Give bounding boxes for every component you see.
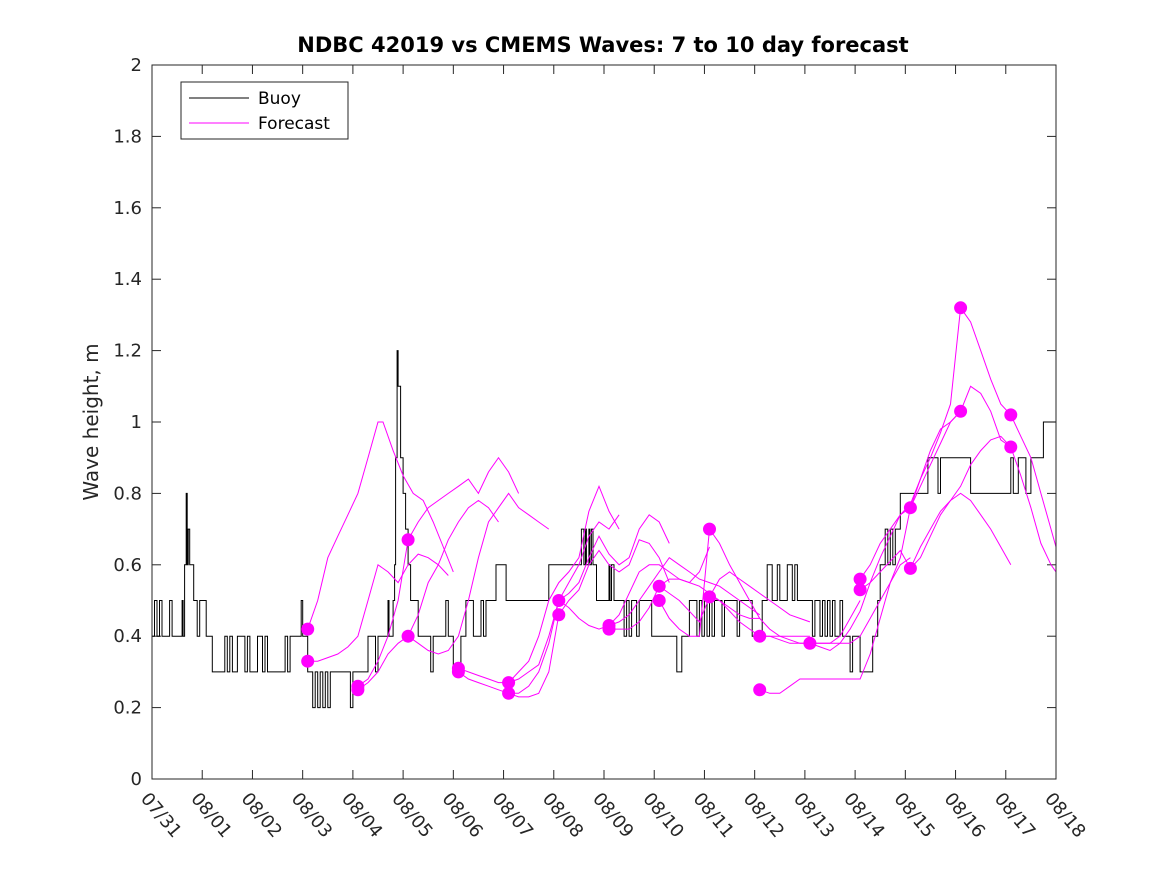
x-tick-label: 08/18 (1040, 789, 1089, 842)
y-tick-label: 1.6 (113, 198, 142, 219)
forecast-line-16 (759, 557, 911, 694)
legend-forecast-label: Forecast (258, 114, 330, 134)
x-tick-labels: 07/31 08/01 08/02 08/03 08/04 08/05 08/06 08/07… (136, 789, 1089, 842)
forecast-init-marker (451, 665, 465, 679)
x-tick-label: 08/17 (990, 789, 1039, 842)
forecast-markers (301, 301, 1018, 700)
forecast-init-marker (954, 404, 968, 418)
chart-title: NDBC 42019 vs CMEMS Waves: 7 to 10 day f… (297, 33, 908, 57)
forecast-init-marker (1004, 440, 1018, 454)
forecast-init-marker (903, 561, 917, 575)
forecast-line-1 (307, 553, 449, 662)
forecast-line-3 (357, 499, 499, 691)
forecast-init-marker (502, 686, 516, 700)
forecast-line-0 (307, 421, 454, 630)
x-tick-label: 08/04 (337, 789, 386, 842)
x-tick-label: 08/03 (287, 789, 336, 842)
x-tick-label: 08/01 (186, 789, 235, 842)
forecast-init-marker (351, 683, 365, 697)
legend-buoy-label: Buoy (258, 89, 301, 109)
data-series (152, 306, 1057, 709)
y-tick-label: 2 (131, 55, 142, 76)
forecast-init-marker (853, 572, 867, 586)
axis-ticks (151, 64, 1057, 780)
legend-box (180, 81, 349, 140)
forecast-line-15 (759, 507, 911, 652)
forecast-line-8 (508, 539, 670, 698)
forecast-init-marker (753, 629, 767, 643)
forecast-line-13 (658, 527, 810, 637)
forecast-init-marker (954, 301, 968, 315)
forecast-init-marker (753, 683, 767, 697)
forecast-line-19 (859, 492, 1012, 591)
forecast-init-marker (301, 622, 315, 636)
forecast-init-marker (1004, 408, 1018, 422)
y-tick-label: 1.8 (113, 126, 142, 147)
x-tick-label: 07/31 (136, 789, 185, 842)
forecast-line-18 (859, 385, 1012, 580)
forecast-init-marker (301, 654, 315, 668)
x-tick-label: 08/13 (789, 789, 838, 842)
forecast-init-marker (652, 594, 666, 607)
forecast-line-20 (909, 306, 1057, 548)
legend: Buoy Forecast (180, 81, 349, 140)
x-tick-label: 08/10 (638, 789, 687, 842)
forecast-line-12 (658, 571, 811, 623)
forecast-line-11 (609, 578, 760, 630)
y-tick-label: 0.2 (113, 698, 142, 719)
x-tick-label: 08/08 (538, 789, 587, 842)
y-tick-label: 1.2 (113, 341, 142, 362)
x-tick-label: 08/09 (588, 789, 637, 842)
forecast-line-21 (910, 435, 1057, 573)
forecast-init-marker (401, 533, 415, 547)
y-tick-label: 0 (131, 769, 142, 790)
y-tick-label: 0.4 (113, 626, 142, 647)
y-tick-label: 0.8 (113, 483, 142, 504)
forecast-init-marker (652, 579, 666, 593)
forecast-line-10 (608, 557, 760, 626)
forecast-init-marker (703, 522, 716, 536)
forecast-init-marker (602, 622, 616, 636)
forecast-line-2 (357, 456, 520, 687)
y-axis-label: Wave height, m (79, 343, 103, 500)
forecast-init-marker (803, 636, 817, 650)
x-tick-label: 08/12 (739, 789, 788, 842)
y-tick-label: 0.6 (113, 555, 142, 576)
forecast-init-marker (401, 629, 415, 643)
x-tick-label: 08/02 (237, 789, 286, 842)
forecast-init-marker (903, 501, 917, 515)
y-tick-label: 1 (131, 412, 142, 433)
y-tick-labels: 0 0.2 0.4 0.6 0.8 1 1.2 1.4 1.6 1.8 2 (113, 55, 142, 790)
x-tick-label: 08/15 (890, 789, 939, 842)
forecast-line-5 (458, 484, 620, 684)
forecast-init-marker (703, 590, 716, 604)
x-tick-label: 08/14 (839, 789, 888, 842)
forecast-line-17 (809, 410, 961, 644)
x-tick-label: 08/07 (488, 789, 537, 842)
forecast-line-14 (709, 596, 861, 644)
x-tick-label: 08/11 (689, 789, 738, 842)
forecast-init-marker (552, 594, 566, 607)
x-tick-label: 08/16 (940, 789, 989, 842)
forecast-line-7 (508, 514, 670, 684)
plot-frame (151, 64, 1057, 780)
forecast-init-marker (853, 583, 867, 597)
forecast-init-marker (552, 608, 566, 622)
buoy-line (152, 350, 1056, 709)
y-tick-label: 1.4 (113, 269, 142, 290)
forecast-init-marker (502, 676, 516, 690)
x-tick-label: 08/06 (438, 789, 487, 842)
forecast-line-4 (407, 492, 550, 655)
forecast-line-6 (458, 514, 620, 694)
x-tick-label: 08/05 (387, 789, 436, 842)
